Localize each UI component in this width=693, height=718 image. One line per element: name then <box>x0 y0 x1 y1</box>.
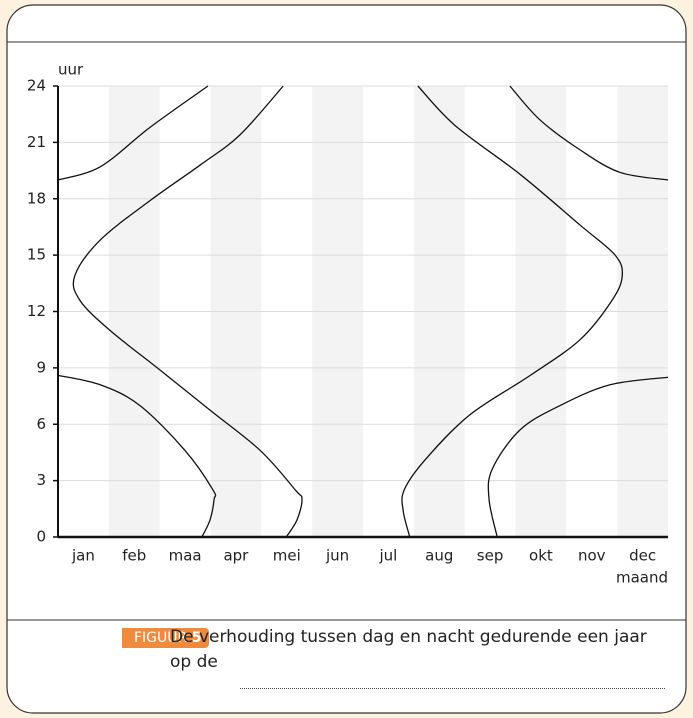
curve <box>509 85 669 181</box>
y-tick-label: 15 <box>27 246 46 264</box>
x-axis-label: maand <box>616 569 668 587</box>
y-tick-label: 18 <box>27 189 46 207</box>
curve <box>57 374 217 538</box>
x-tick-label: nov <box>578 547 606 565</box>
x-tick-label: jan <box>71 547 95 565</box>
fill-in-line <box>240 688 665 689</box>
curve <box>57 85 209 181</box>
x-tick-label: jul <box>378 547 397 565</box>
figure-number: 5 <box>191 630 202 646</box>
x-tick-label: jun <box>325 547 349 565</box>
x-tick-label: sep <box>477 547 504 565</box>
x-tick-label: maa <box>169 547 202 565</box>
curve <box>72 85 303 538</box>
x-tick-label: aug <box>425 547 453 565</box>
y-tick-label: 24 <box>27 77 46 95</box>
y-tick-label: 12 <box>27 302 46 320</box>
y-tick-label: 0 <box>36 528 46 546</box>
y-tick-label: 6 <box>36 415 46 433</box>
x-tick-label: apr <box>223 547 249 565</box>
x-tick-label: dec <box>629 547 656 565</box>
caption-text: De verhouding tussen dag en nacht gedure… <box>170 627 647 672</box>
x-tick-label: okt <box>529 547 553 565</box>
figure-label: FIGUUR <box>134 630 188 646</box>
y-axis-label: uur <box>58 61 84 79</box>
figure-badge: FIGUUR 5 <box>122 628 210 648</box>
y-tick-label: 3 <box>36 471 46 489</box>
curve <box>401 85 624 538</box>
y-tick-label: 21 <box>27 133 46 151</box>
x-tick-label: feb <box>122 547 146 565</box>
curve <box>487 376 669 538</box>
x-tick-label: mei <box>273 547 301 565</box>
y-tick-label: 9 <box>36 358 46 376</box>
